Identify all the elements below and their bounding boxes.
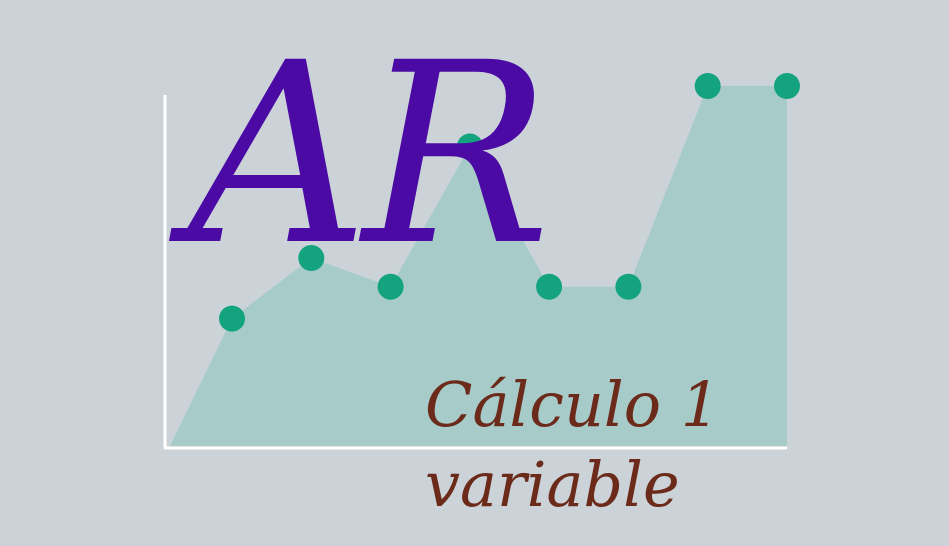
- area-layer: [170, 86, 787, 446]
- data-point-2: [298, 245, 325, 271]
- area-fill: [170, 86, 787, 446]
- data-point-4: [456, 133, 483, 160]
- data-point-5: [536, 273, 563, 300]
- data-point-7: [694, 73, 721, 99]
- data-point-3: [377, 273, 404, 300]
- data-point-1: [219, 305, 245, 332]
- data-point-8: [774, 73, 800, 99]
- logo-title: AR: [188, 9, 551, 300]
- logo-subtitle-line-1: Cálculo 1: [425, 368, 721, 441]
- axis-layer: [163, 95, 787, 450]
- data-point-6: [615, 273, 642, 300]
- logo-subtitle-line-2: variable: [425, 448, 680, 521]
- points-layer: [219, 73, 800, 332]
